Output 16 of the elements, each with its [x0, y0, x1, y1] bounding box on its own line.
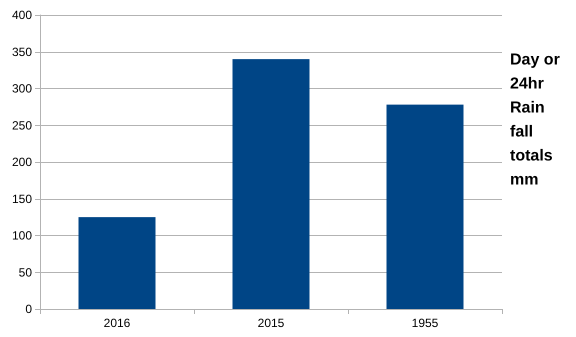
- x-tick-label: 2016: [104, 316, 131, 330]
- y-tick-label: 150: [12, 192, 32, 206]
- x-tick-label: 2015: [258, 316, 285, 330]
- bar: [78, 217, 156, 309]
- y-tick-label: 100: [12, 228, 32, 242]
- y-tick-label: 50: [18, 265, 32, 280]
- text: Day or 24hr Rain fall totals mm: [510, 52, 564, 188]
- y-tick-label: 400: [12, 8, 32, 22]
- bar: [232, 59, 310, 309]
- bar: [386, 104, 464, 309]
- x-tick-label: 1955: [412, 316, 439, 330]
- y-tick-label: 200: [12, 155, 32, 169]
- y-tick-label: 250: [12, 118, 32, 132]
- y-tick-label: 300: [12, 82, 32, 96]
- y-tick-label: 350: [12, 44, 32, 59]
- y-tick-label: 0: [25, 302, 32, 316]
